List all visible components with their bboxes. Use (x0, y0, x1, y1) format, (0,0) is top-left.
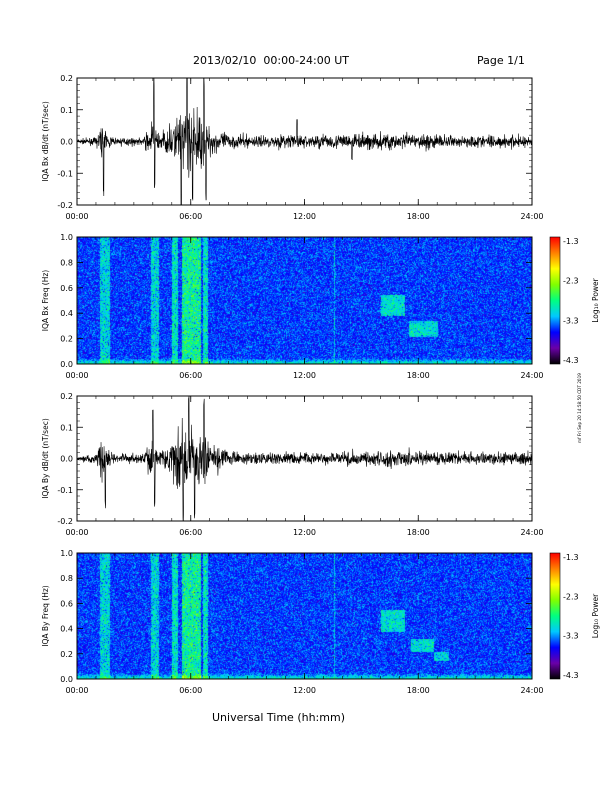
y-axis-label: IQA Bx Freq (Hz) (41, 270, 50, 332)
y-tick-label: 0.0 (60, 675, 73, 684)
page-title: 2013/02/10 00:00-24:00 UT (193, 54, 349, 67)
x-tick-label: 00:00 (65, 686, 88, 695)
x-tick-label: 00:00 (65, 212, 88, 221)
y-tick-label: 0.4 (60, 625, 73, 634)
y-tick-label: 0.1 (60, 423, 73, 432)
x-tick-label: 18:00 (407, 686, 430, 695)
y-tick-label: 0.8 (60, 258, 73, 267)
y-tick-label: -0.2 (57, 517, 73, 526)
y-tick-label: 0.2 (60, 335, 73, 344)
x-tick-label: 18:00 (407, 528, 430, 537)
colorbar-scale (549, 236, 561, 365)
y-tick-label: 0.6 (60, 599, 73, 608)
spectrogram-image (77, 553, 532, 679)
x-tick-label: 18:00 (407, 212, 430, 221)
colorbar: -1.3 -2.3 -3.3 -4.3 Log₁₀ Power (549, 236, 600, 365)
colorbar-tick-label: -1.3 (563, 553, 579, 562)
y-tick-label: 0.6 (60, 284, 73, 293)
x-tick-label: 06:00 (179, 528, 202, 537)
x-tick-label: 00:00 (65, 528, 88, 537)
y-axis-label: IQA By Freq (Hz) (41, 585, 50, 647)
y-tick-label: 0.2 (60, 392, 73, 401)
colorbar-tick-label: -1.3 (563, 237, 579, 246)
spectrogram-panel: 1.0 0.8 0.6 0.4 0.2 0.0 IQA By Freq (Hz) 00:00 0… (41, 549, 600, 695)
waveform-series (77, 396, 532, 521)
colorbar-tick-label: -4.3 (563, 671, 579, 680)
y-tick-label: 1.0 (60, 233, 73, 242)
x-tick-label: 24:00 (520, 686, 543, 695)
x-tick-label: 00:00 (65, 371, 88, 380)
y-tick-label: -0.2 (57, 201, 73, 210)
colorbar-tick-label: -2.3 (563, 277, 579, 286)
y-tick-label: 0.0 (60, 138, 73, 147)
x-tick-label: 06:00 (179, 371, 202, 380)
y-tick-label: 1.0 (60, 549, 73, 558)
side-note: mf Fri Sep 20 14:58:50 CDT 2019 (577, 373, 582, 443)
y-tick-label: -0.1 (57, 169, 73, 178)
y-tick-label: 0.4 (60, 309, 73, 318)
waveform-panel: 0.2 0.1 0.0 -0.1 -0.2 IQA Bx dB/dt (nT/sec) 00… (41, 74, 544, 221)
y-tick-label: 0.2 (60, 74, 73, 83)
x-tick-label: 24:00 (520, 371, 543, 380)
colorbar-tick-label: -3.3 (563, 632, 579, 641)
y-axis-label: IQA By dB/dt (nT/sec) (41, 418, 50, 499)
y-tick-label: 0.0 (60, 360, 73, 369)
x-tick-label: 12:00 (293, 212, 316, 221)
y-tick-label: 0.2 (60, 650, 73, 659)
x-tick-label: 18:00 (407, 371, 430, 380)
colorbar-label: Log₁₀ Power (591, 277, 600, 322)
y-tick-label: -0.1 (57, 486, 73, 495)
x-tick-label: 06:00 (179, 212, 202, 221)
y-tick-label: 0.0 (60, 455, 73, 464)
spectrogram-panel: 1.0 0.8 0.6 0.4 0.2 0.0 IQA Bx Freq (Hz) 00:00 0… (41, 233, 600, 380)
waveform-panel: 0.2 0.1 0.0 -0.1 -0.2 IQA By dB/dt (nT/sec) 00… (41, 392, 544, 537)
x-axis-label: Universal Time (hh:mm) (212, 711, 345, 724)
y-tick-label: 0.1 (60, 106, 73, 115)
spectrogram-image (77, 237, 532, 364)
colorbar-tick-label: -4.3 (563, 356, 579, 365)
x-tick-label: 24:00 (520, 212, 543, 221)
waveform-series (77, 78, 532, 205)
colorbar: -1.3 -2.3 -3.3 -4.3 Log₁₀ Power (549, 552, 600, 680)
x-tick-label: 12:00 (293, 686, 316, 695)
colorbar-label: Log₁₀ Power (591, 593, 600, 638)
colorbar-tick-label: -3.3 (563, 316, 579, 325)
x-tick-label: 12:00 (293, 528, 316, 537)
y-tick-label: 0.8 (60, 574, 73, 583)
x-tick-label: 24:00 (520, 528, 543, 537)
x-tick-label: 06:00 (179, 686, 202, 695)
page-number: Page 1/1 (477, 54, 525, 67)
y-axis-label: IQA Bx dB/dt (nT/sec) (41, 101, 50, 182)
colorbar-scale (549, 552, 561, 680)
x-tick-label: 12:00 (293, 371, 316, 380)
colorbar-tick-label: -2.3 (563, 592, 579, 601)
